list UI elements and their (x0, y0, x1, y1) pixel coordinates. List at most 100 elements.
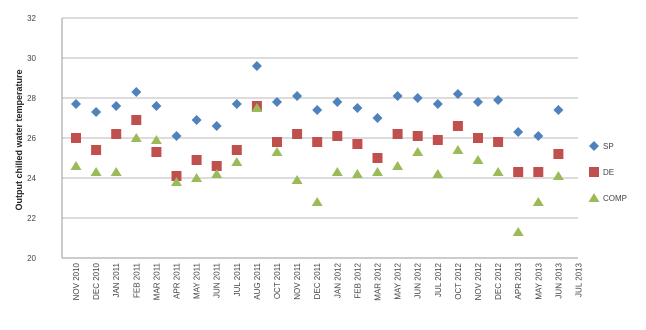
legend-label-de: DE (603, 168, 614, 177)
point-sp (352, 103, 363, 113)
x-tick-label: AUG 2011 (253, 262, 262, 299)
data-points (70, 61, 564, 236)
x-tick-label: OCT 2012 (454, 262, 463, 299)
point-comp (191, 173, 203, 182)
point-de (191, 155, 202, 165)
x-tick-label: JAN 2011 (112, 262, 121, 297)
point-comp (291, 175, 303, 184)
x-tick-label: DEC 2010 (92, 262, 101, 299)
point-sp (392, 91, 403, 101)
point-sp (171, 131, 182, 141)
point-de (211, 161, 222, 171)
point-comp (231, 157, 243, 166)
x-tick-label: JUN 2013 (554, 262, 563, 298)
point-sp (553, 105, 564, 115)
point-sp (332, 97, 343, 107)
point-de (513, 167, 524, 177)
point-sp (91, 107, 102, 117)
x-tick-label: APR 2011 (173, 262, 182, 298)
point-comp (472, 155, 484, 164)
point-comp (412, 147, 424, 156)
point-comp (492, 167, 504, 176)
point-de (392, 129, 403, 139)
x-tick-label: MAY 2012 (394, 262, 403, 299)
point-de (292, 129, 303, 139)
point-sp (131, 87, 142, 97)
x-tick-label: JUL 2011 (233, 262, 242, 296)
point-de (171, 171, 182, 181)
point-sp (151, 101, 162, 111)
point-comp (271, 147, 283, 156)
point-de (231, 145, 242, 155)
gridlines (61, 17, 578, 259)
y-tick-label: 26 (27, 134, 36, 143)
point-sp (111, 101, 122, 111)
point-de (91, 145, 102, 155)
x-tick-label: JUL 2013 (575, 262, 584, 297)
point-sp (191, 115, 202, 125)
point-sp (71, 99, 81, 109)
point-de (452, 121, 463, 131)
point-comp (171, 177, 182, 186)
point-comp (372, 167, 383, 176)
point-comp (452, 145, 464, 154)
x-tick-labels: NOV 2010 DEC 2010 JAN 2011 FEB 2011 MAR 2011… (72, 262, 584, 300)
point-sp (493, 95, 504, 105)
x-tick-label: JUN 2011 (213, 262, 222, 298)
point-comp (552, 171, 564, 180)
point-de (553, 149, 564, 159)
point-de (151, 147, 162, 157)
point-sp (473, 97, 483, 107)
x-tick-label: MAR 2011 (152, 262, 161, 300)
point-sp (432, 99, 443, 109)
point-comp (392, 161, 404, 170)
x-tick-label: JAN 2012 (333, 262, 342, 298)
point-de (473, 133, 483, 143)
point-comp (150, 135, 162, 144)
x-tick-label: NOV 2011 (293, 262, 302, 299)
point-de (71, 133, 81, 143)
x-tick-label: DEC 2011 (313, 262, 322, 299)
point-de (332, 131, 343, 141)
x-tick-label: MAR 2012 (374, 262, 383, 300)
point-de (432, 135, 443, 145)
x-tick-label: MAY 2011 (193, 262, 202, 299)
point-sp (372, 113, 383, 123)
x-tick-label: FEB 2012 (353, 262, 362, 298)
legend-label-comp: COMP (603, 194, 627, 203)
x-tick-label: APR 2013 (514, 262, 523, 299)
point-comp (110, 167, 122, 176)
legend-marker-sp (589, 141, 599, 151)
y-tick-label: 20 (27, 254, 36, 263)
x-tick-label: NOV 2010 (72, 262, 81, 300)
y-tick-label: 28 (27, 94, 36, 103)
y-tick-label: 32 (27, 14, 36, 23)
legend: SP DE COMP (588, 141, 627, 203)
x-tick-label: JUN 2012 (414, 262, 423, 298)
point-sp (452, 89, 463, 99)
point-comp (432, 169, 444, 178)
point-sp (231, 99, 242, 109)
y-axis-label: Output chilled water temperature (14, 69, 24, 210)
y-tick-label: 24 (27, 174, 36, 183)
point-de (272, 137, 282, 147)
legend-marker-comp (588, 193, 600, 202)
point-sp (412, 93, 423, 103)
point-de (312, 137, 323, 147)
point-sp (272, 97, 282, 107)
point-comp (532, 197, 544, 206)
point-comp (70, 161, 82, 170)
point-de (493, 137, 504, 147)
x-tick-label: NOV 2012 (474, 262, 483, 300)
x-tick-label: FEB 2011 (132, 262, 141, 298)
point-sp (211, 121, 222, 131)
point-sp (292, 91, 303, 101)
x-tick-label: JUL 2012 (434, 262, 443, 297)
point-comp (90, 167, 102, 176)
point-sp (513, 127, 524, 137)
point-de (533, 167, 544, 177)
point-comp (331, 167, 343, 176)
legend-marker-de (589, 167, 599, 177)
point-comp (311, 197, 323, 206)
